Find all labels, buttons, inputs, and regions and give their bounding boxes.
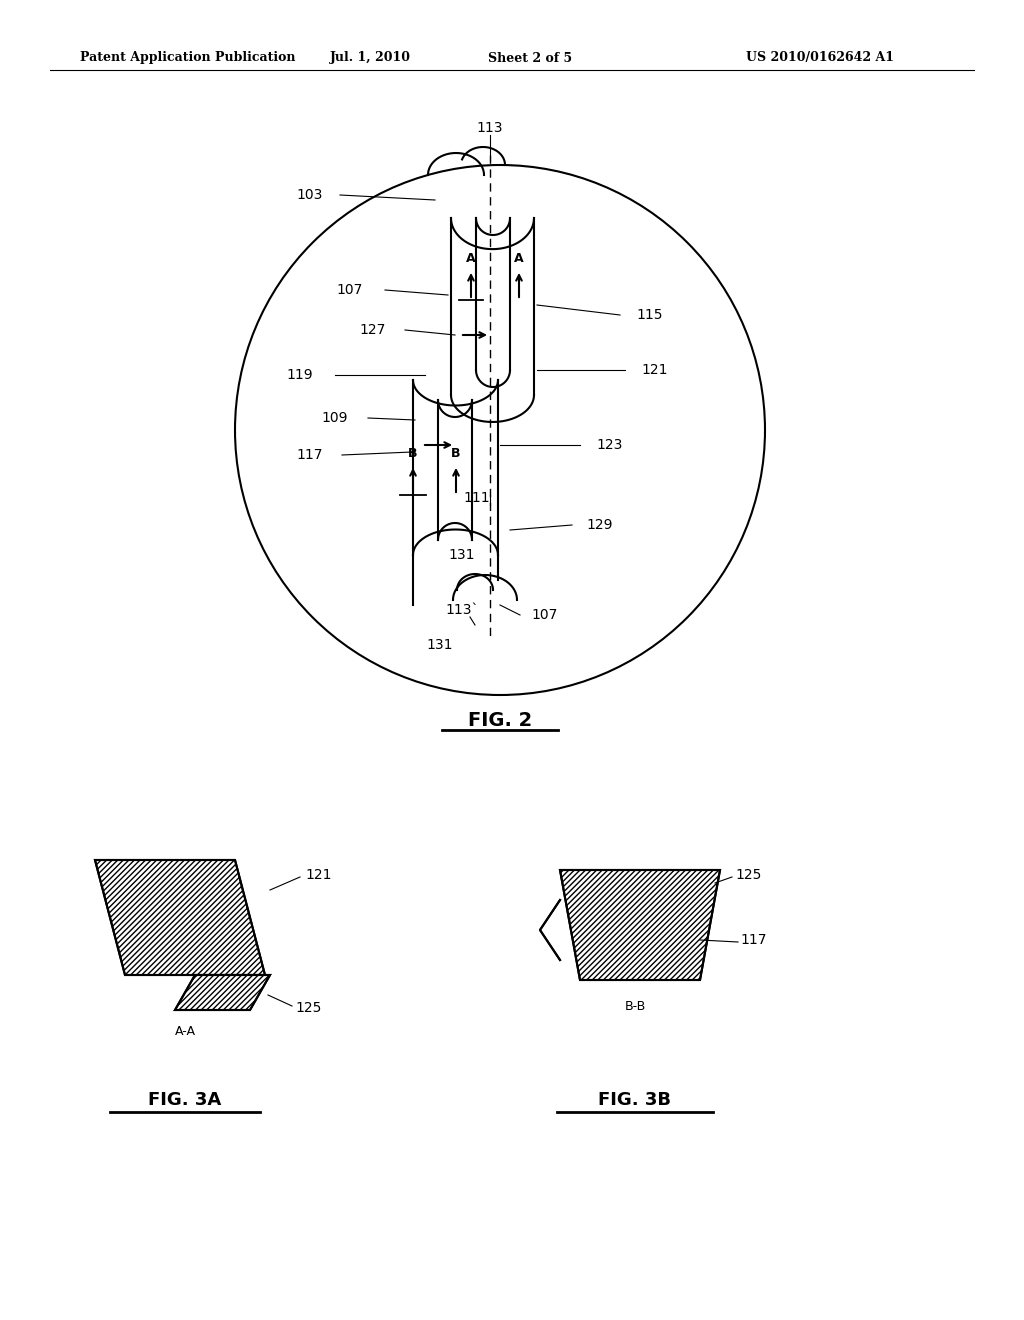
- Text: 107: 107: [337, 282, 364, 297]
- Text: 131: 131: [427, 638, 454, 652]
- Text: 125: 125: [735, 869, 762, 882]
- Text: B-B: B-B: [625, 1001, 645, 1012]
- Text: B: B: [409, 447, 418, 459]
- Text: Jul. 1, 2010: Jul. 1, 2010: [330, 51, 411, 65]
- Text: FIG. 3B: FIG. 3B: [598, 1092, 672, 1109]
- Text: 107: 107: [531, 609, 558, 622]
- Text: 113`: 113`: [445, 603, 479, 616]
- Text: 109: 109: [322, 411, 348, 425]
- Text: A: A: [514, 252, 524, 265]
- Text: Sheet 2 of 5: Sheet 2 of 5: [488, 51, 572, 65]
- Text: A: A: [466, 252, 476, 265]
- Polygon shape: [95, 861, 265, 975]
- Text: A-A: A-A: [174, 1026, 196, 1038]
- Text: 111: 111: [464, 491, 490, 506]
- Text: FIG. 3A: FIG. 3A: [148, 1092, 221, 1109]
- Text: 121: 121: [305, 869, 332, 882]
- Polygon shape: [560, 870, 720, 979]
- Text: US 2010/0162642 A1: US 2010/0162642 A1: [746, 51, 894, 65]
- Polygon shape: [175, 975, 270, 1010]
- Text: 119: 119: [287, 368, 313, 381]
- Text: 117: 117: [740, 933, 767, 946]
- Text: 103: 103: [297, 187, 324, 202]
- Text: 131: 131: [449, 548, 475, 562]
- Polygon shape: [540, 900, 560, 960]
- Text: FIG. 2: FIG. 2: [468, 710, 532, 730]
- Text: 121: 121: [642, 363, 669, 378]
- Text: B: B: [452, 447, 461, 459]
- Text: Patent Application Publication: Patent Application Publication: [80, 51, 296, 65]
- Text: 117: 117: [297, 447, 324, 462]
- Text: 113: 113: [477, 121, 503, 135]
- Text: 115: 115: [637, 308, 664, 322]
- Text: 129: 129: [587, 517, 613, 532]
- Text: 123: 123: [597, 438, 624, 451]
- Text: 125: 125: [295, 1001, 322, 1015]
- Text: 127: 127: [359, 323, 386, 337]
